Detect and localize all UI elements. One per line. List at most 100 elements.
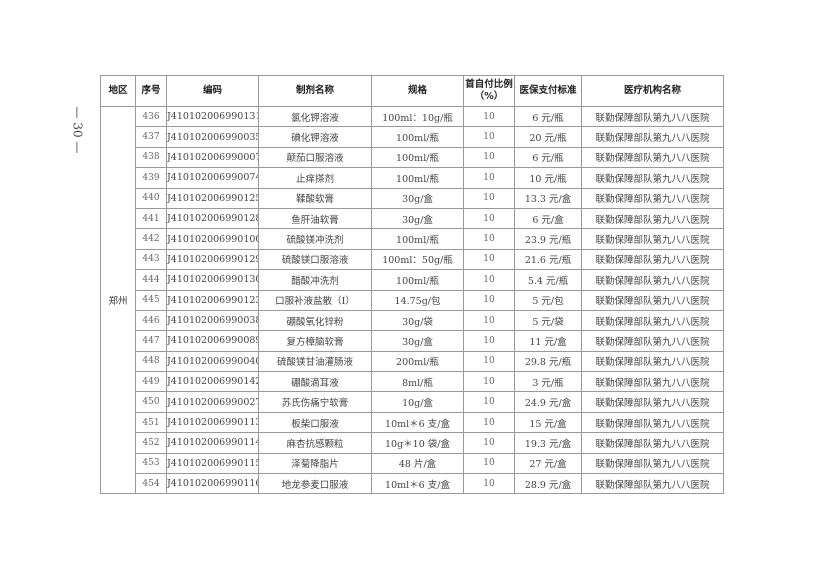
self-pay-ratio-cell: 10	[463, 350, 515, 373]
self-pay-ratio-cell: 10	[463, 411, 515, 434]
seq-cell: 444	[135, 269, 167, 291]
code-cell: J410102006990130	[166, 269, 259, 291]
self-pay-ratio-cell: 10	[463, 289, 515, 311]
drug-table: 地区 序号 编码 制剂名称 规格 首自付比例（%） 医保支付标准 医疗机构名称 …	[100, 75, 724, 495]
payment-standard-cell: 19.3 元/盒	[514, 432, 582, 454]
institution-cell: 联勤保障部队第九八八医院	[581, 167, 724, 189]
payment-standard-cell: 20 元/瓶	[514, 126, 582, 148]
preparation-name-cell: 碘化钾溶液	[258, 126, 372, 148]
payment-standard-cell: 5 元/包	[514, 289, 582, 311]
institution-cell: 联勤保障部队第九八八医院	[581, 473, 724, 495]
code-cell: J410102006990115	[166, 452, 259, 475]
header-institution: 医疗机构名称	[581, 75, 724, 107]
seq-cell: 438	[135, 146, 167, 169]
preparation-name-cell: 硫酸镁甘油灌肠液	[258, 350, 372, 373]
code-cell: J410102006990114	[166, 432, 259, 454]
code-cell: J410102006990027	[166, 391, 259, 413]
preparation-name-cell: 硫酸镁冲洗剂	[258, 228, 372, 250]
spec-cell: 30g/盒	[371, 207, 464, 230]
table-row: 449 J410102006990142 硼酸滴耳液 8ml/瓶 10 3 元/瓶 联勤保障…	[101, 371, 724, 393]
spec-cell: 10g/盒	[371, 391, 464, 413]
table-row: 郑州 436 J410102006990131 氯化钾溶液 100ml：10g/瓶 10 6…	[100, 105, 724, 495]
spec-cell: 100ml/瓶	[371, 126, 464, 148]
code-cell: J410102006990100	[166, 228, 259, 250]
payment-standard-cell: 11 元/盒	[514, 330, 582, 352]
seq-cell: 454	[135, 473, 167, 495]
seq-cell: 440	[135, 187, 167, 209]
table-row: 443 J410102006990129 硫酸镁口服溶液 100ml：50g/瓶 10 2…	[101, 248, 724, 271]
self-pay-ratio-cell: 10	[463, 187, 515, 209]
table-row: 451 J410102006990113 板柴口服液 10ml＊6 支/盒 10 15 元…	[101, 411, 724, 434]
table-row: 453 J410102006990115 泽菊降脂片 48 片/盒 10 27 元/盒 联勤…	[101, 452, 724, 475]
self-pay-ratio-cell: 10	[463, 248, 515, 271]
institution-cell: 联勤保障部队第九八八医院	[581, 350, 724, 373]
code-cell: J410102006990128	[166, 207, 259, 230]
self-pay-ratio-cell: 10	[463, 432, 515, 454]
payment-standard-cell: 27 元/盒	[514, 452, 582, 475]
spec-cell: 30g/盒	[371, 187, 464, 209]
preparation-name-cell: 泽菊降脂片	[258, 452, 372, 475]
code-cell: J410102006990116	[166, 473, 259, 495]
preparation-name-cell: 复方樟脑软膏	[258, 330, 372, 352]
payment-standard-cell: 21.6 元/瓶	[514, 248, 582, 271]
seq-cell: 441	[135, 207, 167, 230]
code-cell: J410102006990113	[166, 411, 259, 434]
self-pay-ratio-cell: 10	[463, 269, 515, 291]
seq-cell: 437	[135, 126, 167, 148]
spec-cell: 100ml/瓶	[371, 269, 464, 291]
page-number-text: — 30 —	[70, 106, 84, 154]
payment-standard-cell: 5 元/袋	[514, 309, 582, 332]
code-cell: J410102006990142	[166, 371, 259, 393]
code-cell: J410102006990038	[166, 309, 259, 332]
table-row: 437 J410102006990035 碘化钾溶液 100ml/瓶 10 20 元/瓶联…	[101, 126, 724, 148]
preparation-name-cell: 颠茄口服溶液	[258, 146, 372, 169]
table-row: 448 J410102006990040 硫酸镁甘油灌肠液 200ml/瓶 10 29.8…	[101, 350, 724, 373]
code-cell: J410102006990123	[166, 289, 259, 311]
preparation-name-cell: 地龙参麦口服液	[258, 473, 372, 495]
table-row: 440 J410102006990125 鞣酸软膏 30g/盒 10 13.3 元/盒 联勤…	[101, 187, 724, 209]
preparation-name-cell: 麻杏抗感颗粒	[258, 432, 372, 454]
table-row: 454 J410102006990116 地龙参麦口服液 10ml＊6 支/盒 10 28…	[101, 473, 724, 495]
preparation-name-cell: 苏氏伤痛宁软膏	[258, 391, 372, 413]
payment-standard-cell: 23.9 元/瓶	[514, 228, 582, 250]
spec-cell: 100ml/瓶	[371, 146, 464, 169]
preparation-name-cell: 醋酸冲洗剂	[258, 269, 372, 291]
spec-cell: 10g＊10 袋/盒	[371, 432, 464, 454]
institution-cell: 联勤保障部队第九八八医院	[581, 452, 724, 475]
table-row: 439 J410102006990074 止痒搽剂 100ml/瓶 10 10 元/瓶 联勤…	[101, 167, 724, 189]
table-row: 452 J410102006990114 麻杏抗感颗粒 10g＊10 袋/盒 10 19.…	[101, 432, 724, 454]
seq-cell: 448	[135, 350, 167, 373]
self-pay-ratio-cell: 10	[463, 452, 515, 475]
institution-cell: 联勤保障部队第九八八医院	[581, 105, 724, 128]
self-pay-ratio-cell: 10	[463, 309, 515, 332]
code-cell: J410102006990131	[166, 105, 259, 128]
seq-cell: 451	[135, 411, 167, 434]
table-row: 450 J410102006990027 苏氏伤痛宁软膏 10g/盒 10 24.9 元/…	[101, 391, 724, 413]
header-code: 编码	[166, 75, 259, 107]
self-pay-ratio-cell: 10	[463, 330, 515, 352]
institution-cell: 联勤保障部队第九八八医院	[581, 411, 724, 434]
seq-cell: 442	[135, 228, 167, 250]
header-self-pay: 首自付比例（%）	[463, 75, 515, 107]
table-row: 442 J410102006990100 硫酸镁冲洗剂 100ml/瓶 10 23.9 元…	[101, 228, 724, 250]
preparation-name-cell: 鱼肝油软膏	[258, 207, 372, 230]
payment-standard-cell: 6 元/盒	[514, 207, 582, 230]
code-cell: J410102006990089	[166, 330, 259, 352]
self-pay-ratio-cell: 10	[463, 228, 515, 250]
institution-cell: 联勤保障部队第九八八医院	[581, 228, 724, 250]
institution-cell: 联勤保障部队第九八八医院	[581, 126, 724, 148]
preparation-name-cell: 氯化钾溶液	[258, 105, 372, 128]
spec-cell: 48 片/盒	[371, 452, 464, 475]
table-header-row: 地区 序号 编码 制剂名称 规格 首自付比例（%） 医保支付标准 医疗机构名称	[100, 75, 724, 107]
table-row: 445 J410102006990123 口服补液盐散（I） 14.75g/包 10 5 …	[101, 289, 724, 311]
table-row: 444 J410102006990130 醋酸冲洗剂 100ml/瓶 10 5.4 元/瓶…	[101, 269, 724, 291]
code-cell: J410102006990035	[166, 126, 259, 148]
self-pay-ratio-cell: 10	[463, 167, 515, 189]
code-cell: J410102006990129	[166, 248, 259, 271]
institution-cell: 联勤保障部队第九八八医院	[581, 187, 724, 209]
seq-cell: 447	[135, 330, 167, 352]
code-cell: J410102006990040	[166, 350, 259, 373]
institution-cell: 联勤保障部队第九八八医院	[581, 432, 724, 454]
payment-standard-cell: 29.8 元/瓶	[514, 350, 582, 373]
seq-cell: 452	[135, 432, 167, 454]
